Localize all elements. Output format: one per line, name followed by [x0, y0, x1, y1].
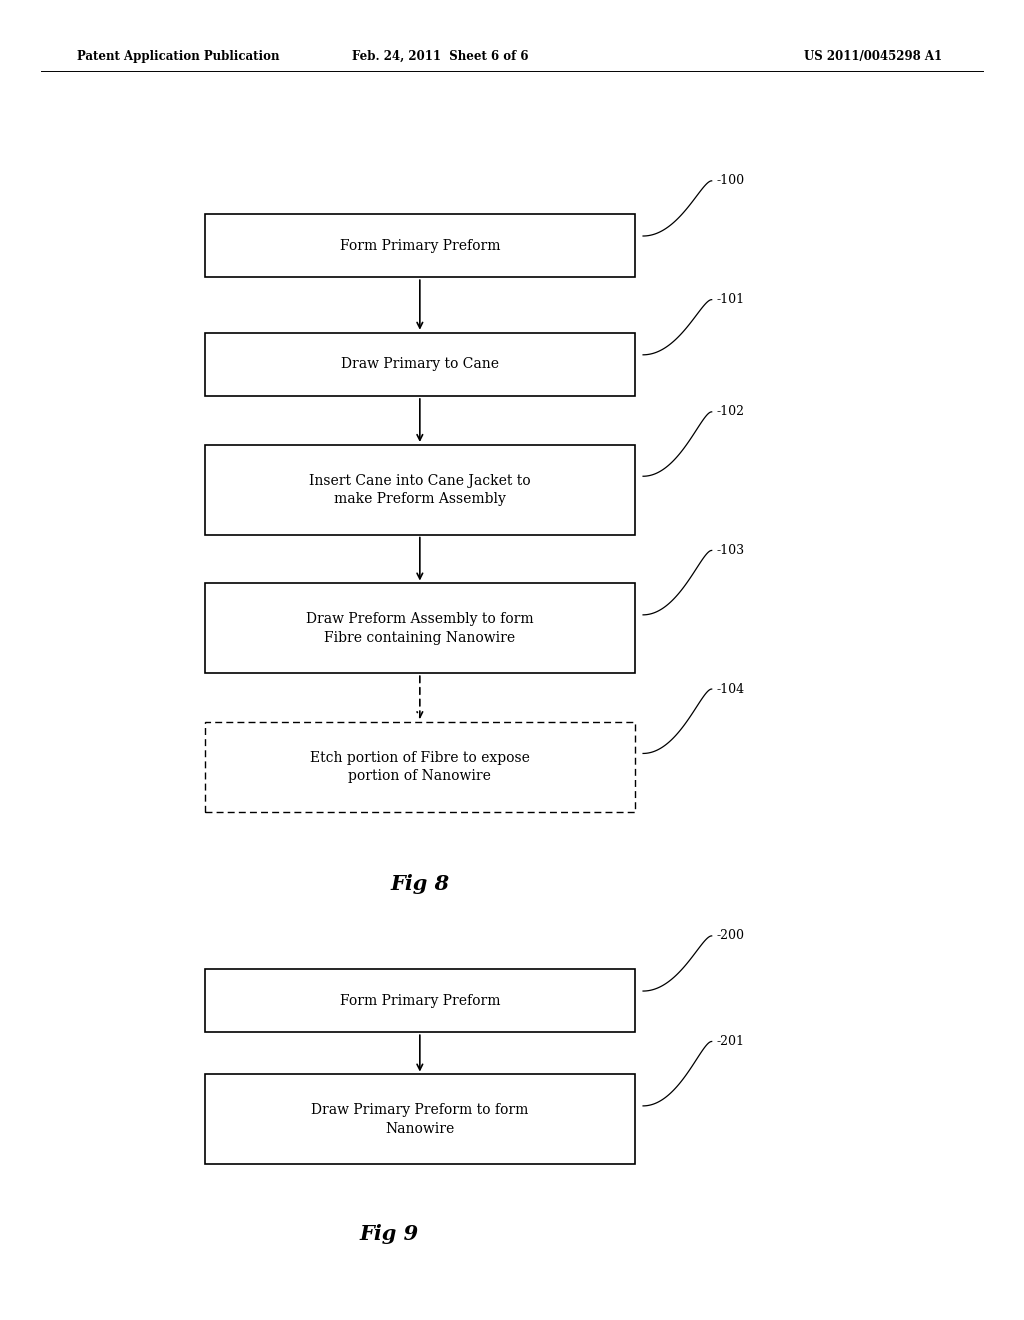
- Text: -100: -100: [717, 174, 744, 187]
- Text: Fig 8: Fig 8: [390, 874, 450, 895]
- FancyBboxPatch shape: [205, 583, 635, 673]
- Text: Etch portion of Fibre to expose
portion of Nanowire: Etch portion of Fibre to expose portion …: [310, 751, 529, 783]
- Text: Feb. 24, 2011  Sheet 6 of 6: Feb. 24, 2011 Sheet 6 of 6: [352, 50, 528, 63]
- Text: US 2011/0045298 A1: US 2011/0045298 A1: [804, 50, 942, 63]
- Text: -101: -101: [717, 293, 744, 306]
- Text: Form Primary Preform: Form Primary Preform: [340, 994, 500, 1007]
- FancyBboxPatch shape: [205, 722, 635, 812]
- Text: Draw Preform Assembly to form
Fibre containing Nanowire: Draw Preform Assembly to form Fibre cont…: [306, 612, 534, 644]
- Text: -103: -103: [717, 544, 744, 557]
- FancyBboxPatch shape: [205, 969, 635, 1032]
- FancyBboxPatch shape: [205, 445, 635, 535]
- FancyBboxPatch shape: [205, 333, 635, 396]
- Text: Form Primary Preform: Form Primary Preform: [340, 239, 500, 252]
- Text: Draw Primary Preform to form
Nanowire: Draw Primary Preform to form Nanowire: [311, 1104, 528, 1135]
- Text: -102: -102: [717, 405, 744, 418]
- Text: Fig 9: Fig 9: [359, 1224, 419, 1245]
- Text: Draw Primary to Cane: Draw Primary to Cane: [341, 358, 499, 371]
- Text: Patent Application Publication: Patent Application Publication: [77, 50, 280, 63]
- Text: -200: -200: [717, 929, 744, 942]
- Text: Insert Cane into Cane Jacket to
make Preform Assembly: Insert Cane into Cane Jacket to make Pre…: [309, 474, 530, 506]
- FancyBboxPatch shape: [205, 214, 635, 277]
- Text: -201: -201: [717, 1035, 744, 1048]
- FancyBboxPatch shape: [205, 1074, 635, 1164]
- Text: -104: -104: [717, 682, 744, 696]
